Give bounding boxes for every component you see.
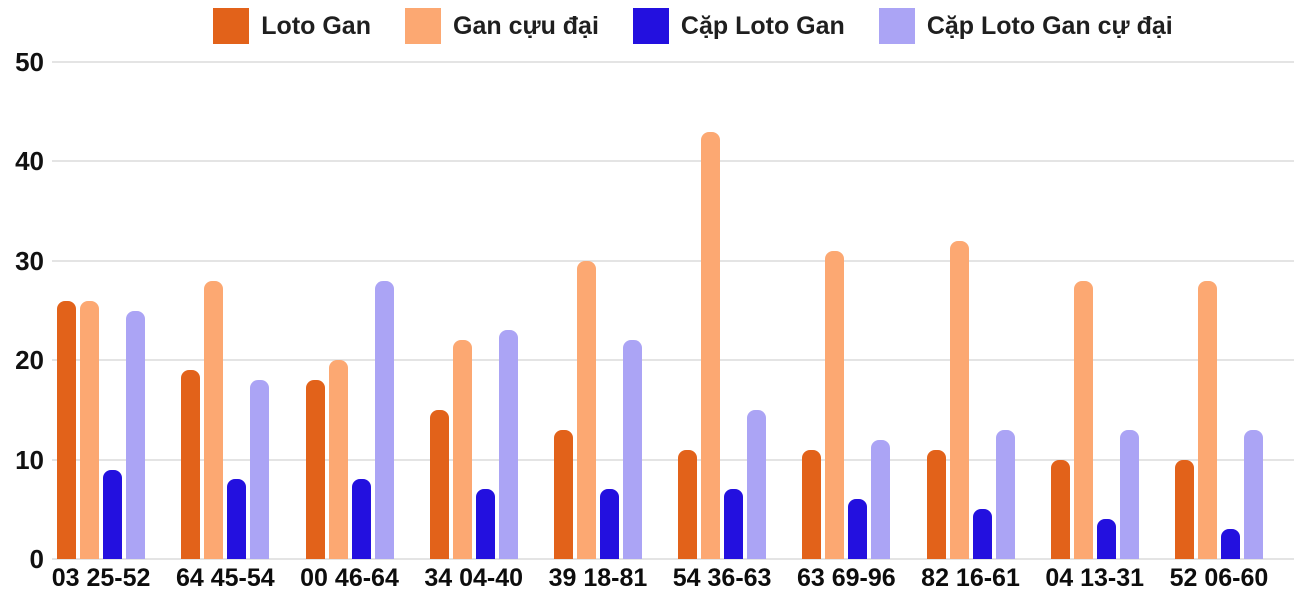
- gridline: [52, 61, 1294, 63]
- x-axis-category-label: 52 06-60: [1169, 564, 1269, 592]
- bar-series-2: [351, 479, 371, 559]
- bar-group-39-18-81: [536, 62, 660, 559]
- bar-series-2: [1096, 519, 1116, 559]
- x-axis-category-label: 00 46-64: [300, 564, 399, 592]
- legend-item-3[interactable]: Cặp Loto Gan cự đại: [878, 8, 1173, 44]
- legend-swatch-icon: [405, 8, 441, 44]
- legend-item-1[interactable]: Gan cựu đại: [405, 8, 599, 44]
- bar-series-1: [576, 260, 596, 559]
- bar-group-52-06-60: [1157, 62, 1281, 559]
- legend-swatch-icon: [878, 8, 915, 44]
- x-axis-category-label: 82 16-61: [921, 564, 1020, 592]
- gridline: [52, 259, 1294, 262]
- bar-group-03-25-52: [39, 62, 163, 559]
- bar-series-0: [57, 300, 77, 559]
- x-axis-category-label: 04 13-31: [1045, 564, 1145, 592]
- legend-label: Gan cựu đại: [453, 11, 599, 40]
- bar-group-34-04-40: [412, 62, 536, 559]
- gridline: [52, 359, 1294, 362]
- bar-series-0: [678, 449, 698, 559]
- legend-label: Loto Gan: [261, 11, 371, 40]
- bar-series-2: [724, 489, 744, 559]
- bar-series-1: [825, 250, 845, 559]
- bar-series-3: [126, 310, 146, 559]
- x-axis-category-label: 54 36-63: [672, 564, 772, 592]
- bar-series-2: [475, 489, 495, 559]
- bar-series-2: [599, 489, 619, 559]
- bar-series-0: [429, 409, 449, 559]
- bar-series-0: [802, 449, 822, 559]
- bar-series-0: [553, 429, 573, 559]
- bar-series-0: [926, 449, 946, 559]
- chart-legend: Loto Gan Gan cựu đại Cặp Loto Gan Cặp Loto …: [43, 6, 1300, 46]
- bar-series-3: [374, 280, 394, 559]
- bar-series-0: [305, 380, 325, 559]
- legend-swatch-icon: [632, 8, 669, 44]
- x-axis-category-label: 64 45-54: [175, 564, 275, 592]
- bar-group-00-46-64: [287, 62, 411, 559]
- bar-series-3: [1119, 429, 1139, 559]
- bar-series-3: [871, 439, 891, 559]
- bar-series-2: [103, 469, 123, 559]
- bar-group-04-13-31: [1033, 62, 1157, 559]
- bar-series-3: [622, 340, 642, 559]
- bar-group-64-45-54: [163, 62, 287, 559]
- x-axis-category-label: 63 69-96: [796, 564, 896, 592]
- legend-swatch-icon: [213, 8, 250, 44]
- bar-series-1: [80, 300, 100, 559]
- bar-series-3: [747, 409, 767, 559]
- bar-series-1: [328, 360, 348, 559]
- bar-series-0: [1050, 459, 1070, 559]
- bar-series-1: [701, 131, 721, 559]
- x-axis-category-label: 03 25-52: [51, 564, 151, 592]
- gridline: [52, 160, 1294, 163]
- bar-series-1: [204, 280, 224, 559]
- bar-series-2: [1220, 529, 1240, 559]
- bar-series-3: [1243, 429, 1263, 559]
- y-axis-tick-label: 0: [29, 544, 44, 574]
- bar-series-2: [848, 499, 868, 559]
- bar-series-1: [1197, 280, 1217, 559]
- bar-groups: [39, 62, 1281, 559]
- x-axis-category-label: 34 04-40: [424, 564, 524, 592]
- x-axis: 03 25-52 64 45-54 00 46-64 34 04-40 39 18-81…: [39, 564, 1281, 597]
- legend-label: Cặp Loto Gan: [680, 11, 845, 40]
- bar-series-1: [1073, 280, 1093, 559]
- y-axis-tick-label: 50: [15, 47, 44, 77]
- y-axis-tick-label: 30: [15, 245, 44, 276]
- bar-series-3: [498, 330, 518, 559]
- bar-series-1: [949, 240, 969, 559]
- y-axis: 0 10 20 30 40 50: [0, 49, 44, 572]
- bar-series-0: [1174, 459, 1194, 559]
- gridline: [52, 558, 1294, 560]
- legend-item-2[interactable]: Cặp Loto Gan: [632, 8, 845, 44]
- bar-group-82-16-61: [908, 62, 1032, 559]
- bar-series-0: [181, 370, 201, 559]
- bar-series-2: [972, 509, 992, 559]
- bar-series-2: [227, 479, 247, 559]
- bar-group-54-36-63: [660, 62, 784, 559]
- y-axis-tick-label: 40: [15, 146, 44, 177]
- y-axis-tick-label: 20: [15, 345, 44, 376]
- bar-series-1: [452, 340, 472, 559]
- bar-group-63-69-96: [784, 62, 908, 559]
- y-axis-tick-label: 10: [15, 444, 44, 475]
- bar-series-3: [250, 380, 270, 559]
- gridline: [52, 458, 1294, 461]
- x-axis-category-label: 39 18-81: [548, 564, 648, 592]
- legend-label: Cặp Loto Gan cự đại: [926, 11, 1173, 40]
- legend-item-0[interactable]: Loto Gan: [213, 8, 371, 44]
- bar-series-3: [995, 429, 1015, 559]
- plot-area: [52, 61, 1294, 560]
